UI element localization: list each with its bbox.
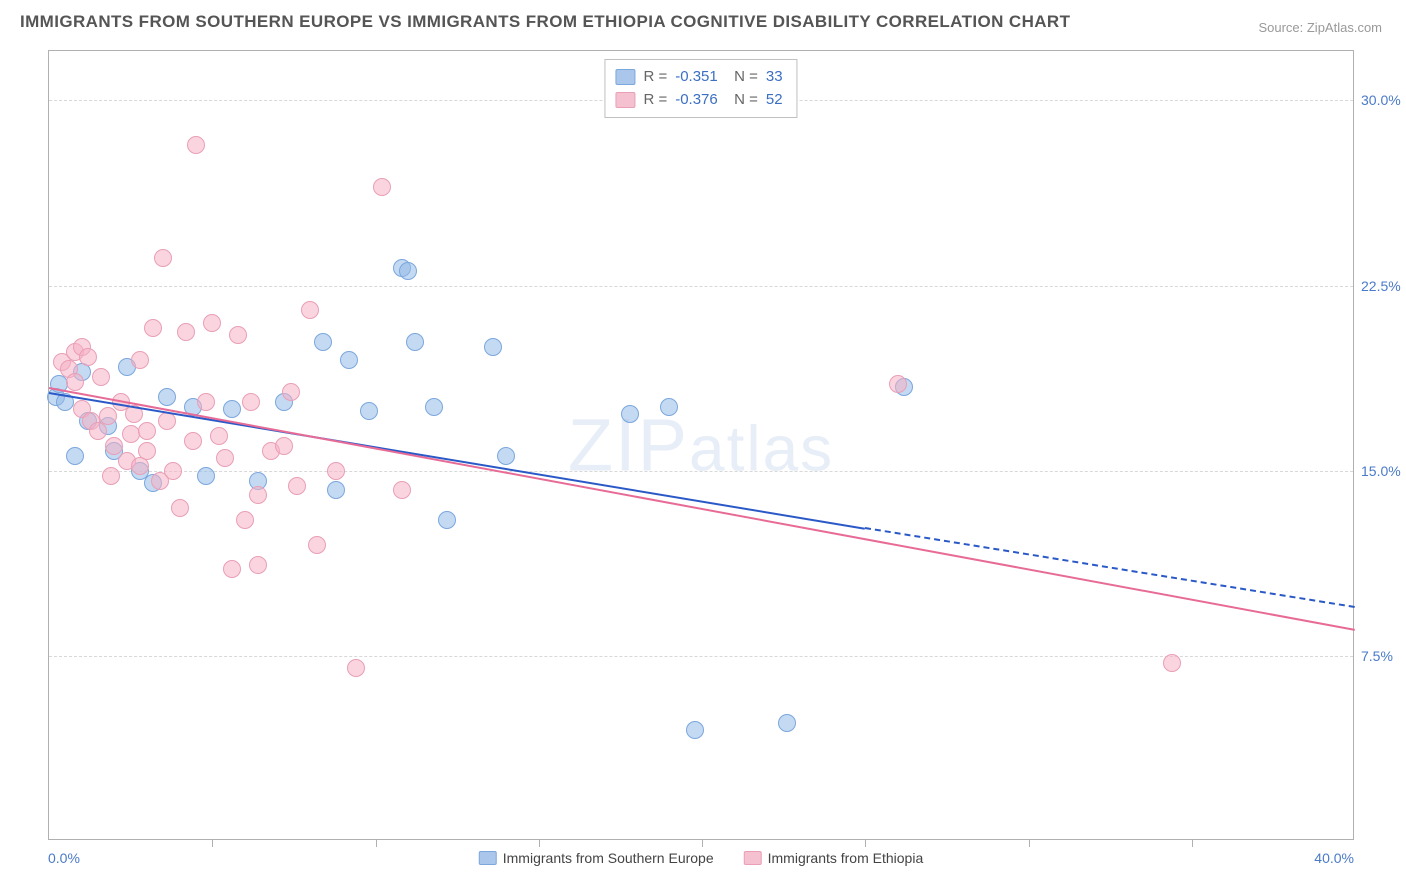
gridline — [49, 471, 1353, 472]
x-tick — [1029, 839, 1030, 847]
gridline — [49, 286, 1353, 287]
x-tick — [1192, 839, 1193, 847]
data-point — [144, 319, 162, 337]
data-point — [99, 407, 117, 425]
data-point — [301, 301, 319, 319]
data-point — [373, 178, 391, 196]
data-point — [249, 486, 267, 504]
data-point — [778, 714, 796, 732]
legend-swatch — [615, 69, 635, 85]
y-tick-label: 15.0% — [1361, 463, 1406, 479]
data-point — [288, 477, 306, 495]
data-point — [438, 511, 456, 529]
data-point — [660, 398, 678, 416]
data-point — [497, 447, 515, 465]
data-point — [184, 432, 202, 450]
data-point — [621, 405, 639, 423]
stat-n-label: N = — [726, 89, 758, 112]
trend-line — [49, 387, 1355, 631]
data-point — [1163, 654, 1181, 672]
data-point — [131, 351, 149, 369]
data-point — [327, 462, 345, 480]
data-point — [154, 249, 172, 267]
data-point — [102, 467, 120, 485]
data-point — [92, 368, 110, 386]
data-point — [138, 442, 156, 460]
data-point — [242, 393, 260, 411]
data-point — [122, 425, 140, 443]
legend-bottom: Immigrants from Southern Europe Immigrant… — [479, 850, 923, 866]
y-tick-label: 22.5% — [1361, 278, 1406, 294]
data-point — [686, 721, 704, 739]
data-point — [164, 462, 182, 480]
data-point — [249, 556, 267, 574]
data-point — [393, 481, 411, 499]
legend-label: Immigrants from Southern Europe — [503, 850, 714, 866]
x-tick — [376, 839, 377, 847]
stats-row: R = -0.351 N = 33 — [615, 66, 782, 89]
data-point — [66, 447, 84, 465]
stat-r-label: R = — [643, 66, 667, 89]
data-point — [158, 412, 176, 430]
data-point — [223, 560, 241, 578]
data-point — [308, 536, 326, 554]
data-point — [889, 375, 907, 393]
data-point — [171, 499, 189, 517]
data-point — [360, 402, 378, 420]
stats-legend: R = -0.351 N = 33R = -0.376 N = 52 — [604, 59, 797, 118]
data-point — [187, 136, 205, 154]
stat-r-value: -0.376 — [675, 89, 718, 112]
data-point — [203, 314, 221, 332]
x-tick — [702, 839, 703, 847]
data-point — [138, 422, 156, 440]
x-axis-min-label: 0.0% — [48, 850, 80, 866]
x-axis: 0.0% Immigrants from Southern EuropeImmi… — [48, 850, 1354, 880]
chart-title: IMMIGRANTS FROM SOUTHERN EUROPE VS IMMIG… — [20, 12, 1070, 32]
gridline — [49, 656, 1353, 657]
legend-item: Immigrants from Ethiopia — [744, 850, 924, 866]
data-point — [484, 338, 502, 356]
data-point — [79, 348, 97, 366]
data-point — [177, 323, 195, 341]
legend-swatch — [744, 851, 762, 865]
data-point — [197, 393, 215, 411]
stat-n-value: 33 — [766, 66, 783, 89]
x-tick — [539, 839, 540, 847]
y-tick-label: 30.0% — [1361, 92, 1406, 108]
data-point — [229, 326, 247, 344]
plot-area: 7.5%15.0%22.5%30.0% ZIPatlas R = -0.351 … — [48, 50, 1354, 840]
data-point — [105, 437, 123, 455]
data-point — [216, 449, 234, 467]
data-point — [275, 437, 293, 455]
x-tick — [212, 839, 213, 847]
data-point — [425, 398, 443, 416]
x-axis-max-label: 40.0% — [1314, 850, 1354, 866]
trend-line — [865, 527, 1355, 608]
data-point — [347, 659, 365, 677]
stat-r-label: R = — [643, 89, 667, 112]
data-point — [327, 481, 345, 499]
stat-n-value: 52 — [766, 89, 783, 112]
data-point — [236, 511, 254, 529]
data-point — [314, 333, 332, 351]
data-point — [406, 333, 424, 351]
data-point — [282, 383, 300, 401]
data-point — [158, 388, 176, 406]
data-point — [340, 351, 358, 369]
legend-label: Immigrants from Ethiopia — [768, 850, 924, 866]
legend-swatch — [479, 851, 497, 865]
data-point — [223, 400, 241, 418]
y-tick-label: 7.5% — [1361, 648, 1406, 664]
stats-row: R = -0.376 N = 52 — [615, 89, 782, 112]
data-point — [210, 427, 228, 445]
legend-swatch — [615, 92, 635, 108]
stat-n-label: N = — [726, 66, 758, 89]
data-point — [399, 262, 417, 280]
data-point — [66, 373, 84, 391]
source-label: Source: ZipAtlas.com — [1258, 20, 1382, 35]
x-tick — [865, 839, 866, 847]
legend-item: Immigrants from Southern Europe — [479, 850, 714, 866]
data-point — [197, 467, 215, 485]
stat-r-value: -0.351 — [675, 66, 718, 89]
